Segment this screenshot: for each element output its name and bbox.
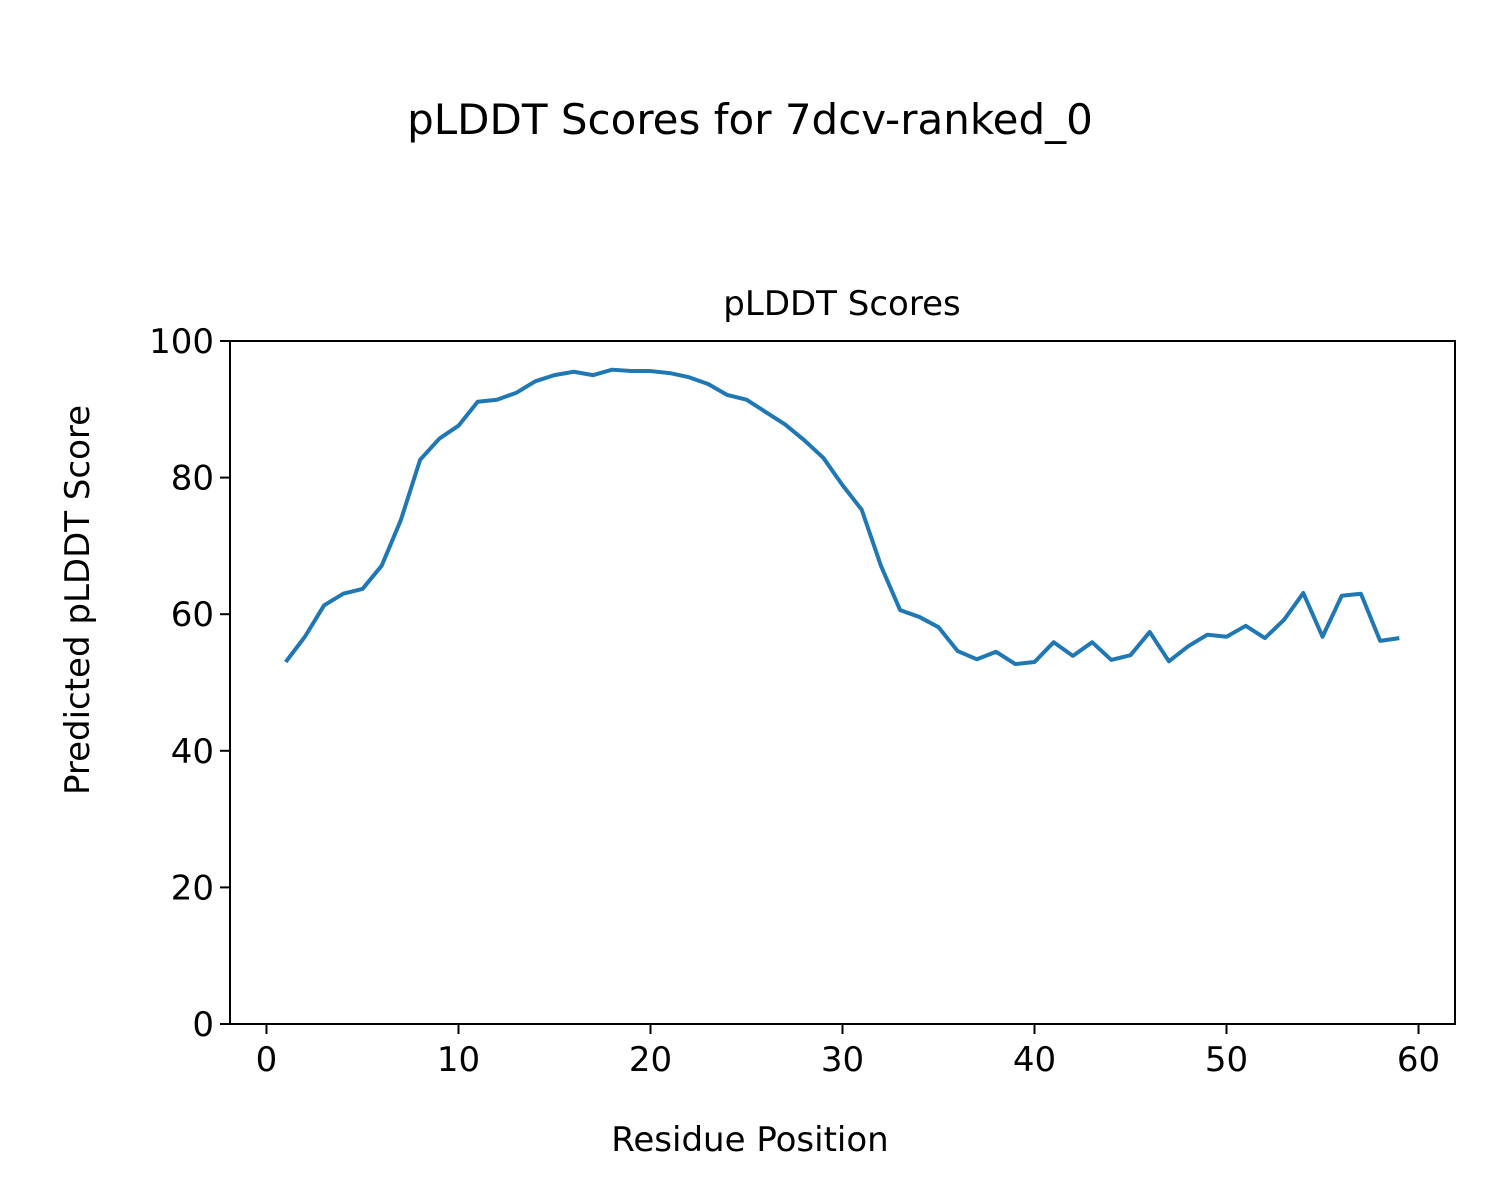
x-tick-label: 20 [629,1040,672,1080]
y-tick-label: 40 [171,732,214,772]
x-axis-label: Residue Position [611,1120,888,1160]
y-tick-label: 0 [192,1005,214,1045]
y-tick-label: 100 [149,322,214,362]
y-tick-label: 80 [171,459,214,499]
y-axis-label: Predicted pLDDT Score [58,405,98,795]
axes-title: pLDDT Scores [723,284,960,324]
x-tick-label: 0 [256,1040,278,1080]
series-line [284,367,1400,667]
x-tick-label: 10 [437,1040,480,1080]
x-tick-label: 40 [1013,1040,1056,1080]
y-tick-label: 20 [171,868,214,908]
x-tick-label: 50 [1205,1040,1248,1080]
figure-title: pLDDT Scores for 7dcv-ranked_0 [407,95,1093,144]
y-tick-label: 60 [171,595,214,635]
x-tick-label: 30 [821,1040,864,1080]
plot-frame [229,340,1456,1025]
x-tick-label: 60 [1397,1040,1440,1080]
